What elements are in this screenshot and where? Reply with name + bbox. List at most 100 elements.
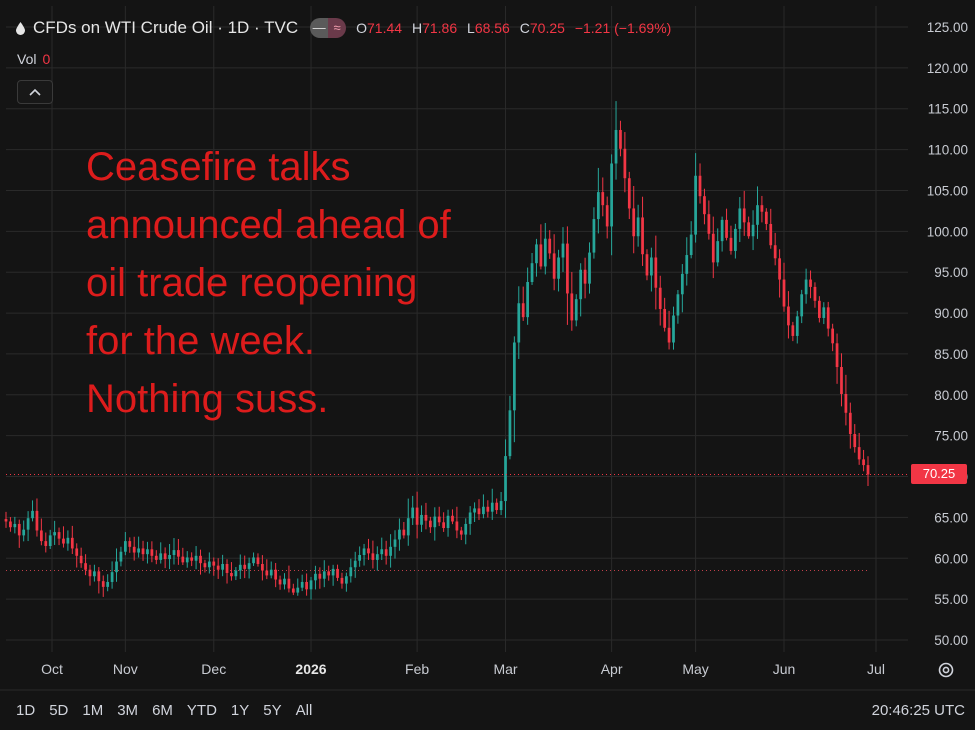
high-value: 71.86 (422, 20, 458, 36)
range-1m-button[interactable]: 1M (82, 702, 104, 719)
candle-body (221, 563, 224, 570)
candle-body (530, 263, 534, 283)
range-5d-button[interactable]: 5D (49, 702, 69, 719)
candle-body (305, 581, 308, 590)
range-1d-button[interactable]: 1D (16, 702, 36, 719)
candle-body (716, 241, 720, 263)
candle-body (17, 523, 21, 536)
range-3m-button[interactable]: 3M (117, 702, 139, 719)
candle-body (853, 434, 857, 448)
candle-body (349, 567, 353, 577)
candle-body (552, 253, 556, 279)
candle-body (773, 245, 777, 259)
x-tick-label: Oct (41, 661, 63, 677)
range-ytd-button[interactable]: YTD (186, 702, 217, 719)
candle-body (486, 506, 490, 512)
candle-body (375, 554, 379, 560)
candle-body (159, 553, 163, 560)
candle-body (181, 556, 185, 563)
range-1y-button[interactable]: 1Y (230, 702, 250, 719)
candle-body (508, 410, 512, 457)
candle-body (283, 578, 286, 585)
candle-body (499, 501, 503, 511)
y-tick-label: 75.00 (934, 429, 968, 444)
candle-body (194, 555, 198, 561)
candle-body (663, 308, 667, 328)
candle-body (742, 208, 746, 223)
y-tick-label: 120.00 (927, 61, 968, 76)
candle-body (535, 244, 538, 264)
candle-body (154, 555, 158, 560)
candle-body (804, 279, 808, 295)
candle-body (420, 514, 423, 525)
candle-body (566, 243, 569, 294)
candle-body (627, 178, 631, 209)
candle-body (79, 555, 83, 564)
candle-body (482, 506, 485, 515)
candle-body (278, 579, 282, 585)
candle-body (782, 279, 786, 307)
candle-body (22, 529, 26, 536)
candle-body (110, 572, 114, 582)
candle-body (101, 581, 105, 587)
range-all-button[interactable]: All (295, 702, 313, 719)
symbol-title[interactable]: CFDs on WTI Crude Oil · 1D · TVC (33, 18, 299, 37)
candle-body (557, 257, 560, 279)
y-tick-label: 100.00 (927, 224, 968, 239)
toggle-left-icon[interactable]: — (310, 18, 329, 38)
candle-body (738, 208, 742, 229)
annotation-text[interactable]: Ceasefire talks announced ahead of oil t… (86, 138, 526, 428)
candle-body (371, 553, 375, 560)
candle-body (4, 519, 8, 522)
chart-mode-toggle[interactable]: — ≈ (310, 18, 347, 38)
candle-body (66, 537, 70, 544)
candle-body (543, 238, 547, 267)
candle-body (707, 214, 711, 234)
candle-body (848, 412, 852, 435)
annotation-line: oil trade reopening (86, 261, 418, 305)
x-tick-label: May (682, 661, 708, 677)
candle-body (539, 244, 543, 267)
candle-body (446, 515, 450, 529)
candle-body (216, 565, 220, 570)
candle-body (234, 570, 238, 577)
annotation-line: announced ahead of (86, 203, 451, 247)
range-6m-button[interactable]: 6M (152, 702, 173, 719)
candle-body (75, 548, 79, 556)
candle-body (190, 557, 194, 561)
candle-body (579, 269, 583, 300)
candle-body (632, 208, 636, 237)
candle-body (327, 571, 331, 576)
y-tick-label: 50.00 (934, 633, 968, 648)
candle-body (433, 516, 437, 528)
collapse-legend-button[interactable] (17, 80, 53, 104)
change-value: −1.21 (−1.69%) (574, 20, 672, 36)
candle-body (455, 521, 459, 531)
candle-body (44, 541, 48, 547)
candle-body (468, 512, 472, 524)
candle-body (207, 561, 211, 568)
candle-body (119, 551, 123, 562)
candle-body (31, 510, 34, 519)
candle-body (309, 580, 313, 590)
settings-gear-icon[interactable] (936, 660, 956, 680)
candle-body (212, 561, 216, 566)
candle-body (265, 570, 269, 576)
candle-body (57, 532, 61, 539)
utc-clock[interactable]: 20:46:25 UTC (871, 702, 965, 719)
candle-body (548, 238, 552, 254)
range-5y-button[interactable]: 5Y (263, 702, 282, 719)
toggle-right-icon[interactable]: ≈ (328, 18, 347, 38)
candle-body (261, 563, 264, 571)
candle-body (614, 129, 618, 164)
candle-body (685, 255, 689, 274)
candle-body (689, 234, 693, 256)
low-value: 68.56 (474, 20, 510, 36)
candle-body (680, 273, 684, 295)
candle-body (583, 269, 587, 284)
candle-body (813, 286, 817, 301)
candle-body (291, 588, 295, 593)
candle-body (795, 316, 799, 336)
